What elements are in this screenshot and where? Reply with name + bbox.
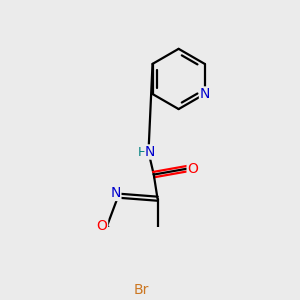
Text: O: O xyxy=(97,219,107,233)
Text: N: N xyxy=(200,87,210,101)
Text: O: O xyxy=(187,162,198,176)
Text: Br: Br xyxy=(133,283,149,297)
Text: N: N xyxy=(145,145,155,159)
Text: H: H xyxy=(138,146,148,158)
Text: N: N xyxy=(110,186,121,200)
